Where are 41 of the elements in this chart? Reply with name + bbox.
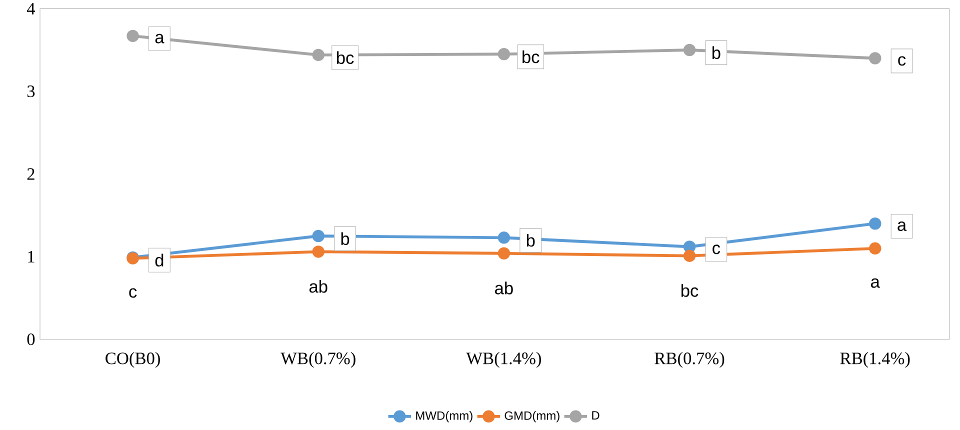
annotation: b [526, 234, 535, 247]
annotation: b [712, 46, 720, 60]
x-tick-label: WB(1.4%) [466, 352, 541, 368]
annotation: d [155, 254, 164, 267]
point [868, 217, 882, 230]
point [126, 30, 139, 42]
point [312, 48, 325, 62]
y-tick-label: 4 [26, 2, 36, 14]
legend-label: MWD(mm) [416, 411, 472, 422]
y-tick-label: 1 [28, 250, 34, 262]
annotation: a [155, 34, 164, 44]
x-tick-label: WB(0.7%) [280, 352, 356, 368]
point [683, 44, 696, 56]
y-tick-label: 2 [27, 168, 34, 180]
legend-label: GMD(mm) [504, 411, 560, 422]
point [498, 232, 510, 244]
x-tick-label: RB(0.7%) [654, 352, 724, 368]
annotation: bc [522, 50, 540, 64]
legend-label: D [592, 411, 600, 420]
annotation: c [129, 288, 137, 298]
y-tick-label: 3 [27, 86, 35, 98]
annotation: c [712, 244, 720, 254]
y-tick-label: 0 [27, 333, 35, 346]
point [498, 48, 510, 60]
x-tick-label: CO(B0) [106, 352, 160, 368]
point [683, 240, 696, 253]
point [312, 230, 325, 242]
x-tick-label: RB(1.4%) [840, 352, 910, 368]
annotation: bc [336, 51, 354, 64]
annotation: a [898, 222, 907, 232]
annotation: c [898, 56, 906, 66]
annotation: bc [681, 284, 698, 297]
point [312, 246, 325, 258]
point [683, 250, 696, 262]
annotation: a [871, 278, 880, 288]
point [868, 242, 882, 255]
annotation: b [341, 232, 350, 246]
point [868, 52, 882, 64]
annotation: ab [309, 280, 328, 293]
annotation: ab [495, 282, 513, 294]
point [498, 247, 510, 260]
